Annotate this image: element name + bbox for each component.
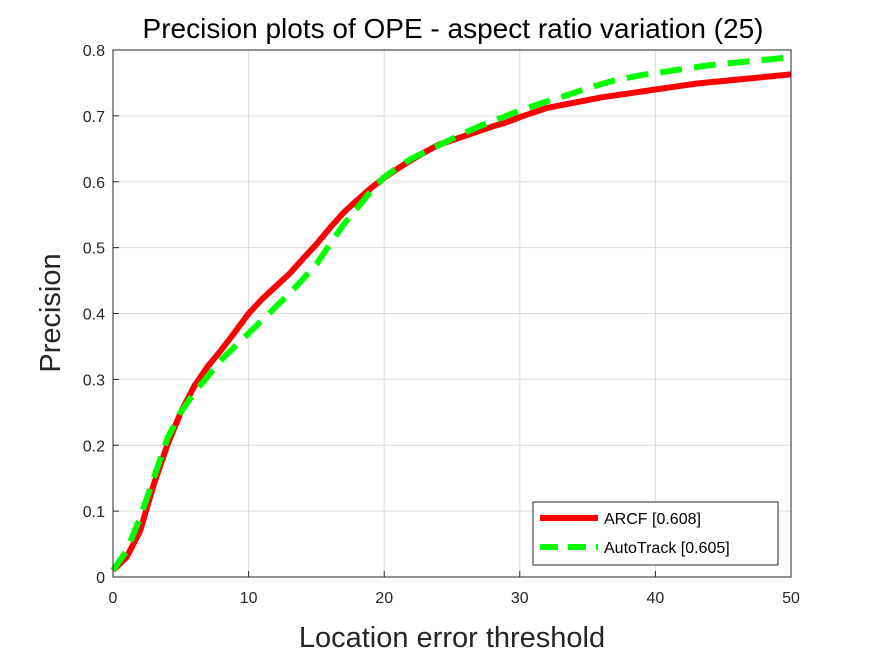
legend-label-autotrack: AutoTrack [0.605] [604,540,730,557]
chart-title: Precision plots of OPE - aspect ratio va… [143,13,764,44]
plot-area: 0 10 20 30 40 50 0 0.1 0.2 0.3 0.4 0.5 0.6 0.7 0.8 [83,43,800,607]
legend: ARCF [0.608] AutoTrack [0.605] [532,501,779,566]
legend-label-arcf: ARCF [0.608] [604,511,701,528]
y-tick-label: 0.4 [83,307,105,324]
y-tick-label: 0.2 [83,438,105,455]
y-tick-label: 0 [96,570,105,587]
y-tick-label: 0.1 [83,504,105,521]
y-tick-label: 0.7 [83,109,105,126]
y-axis-label: Precision [35,253,67,372]
x-tick-label: 20 [375,590,393,607]
y-tick-label: 0.8 [83,43,105,60]
y-tick-label: 0.6 [83,175,105,192]
x-tick-label: 40 [647,590,665,607]
grid-lines [113,50,791,577]
y-tick-label: 0.3 [83,372,105,389]
x-tick-label: 0 [109,590,118,607]
x-tick-label: 30 [511,590,529,607]
series-line-autotrack [110,54,792,573]
x-axis-label: Location error threshold [299,622,605,654]
y-tick-label: 0.5 [83,241,105,258]
x-axis-ticks: 0 10 20 30 40 50 [109,571,800,607]
x-tick-label: 50 [782,590,800,607]
legend-box [532,501,779,566]
y-axis-ticks: 0 0.1 0.2 0.3 0.4 0.5 0.6 0.7 0.8 [83,43,119,587]
x-tick-label: 10 [240,590,258,607]
series-layer [110,54,792,573]
